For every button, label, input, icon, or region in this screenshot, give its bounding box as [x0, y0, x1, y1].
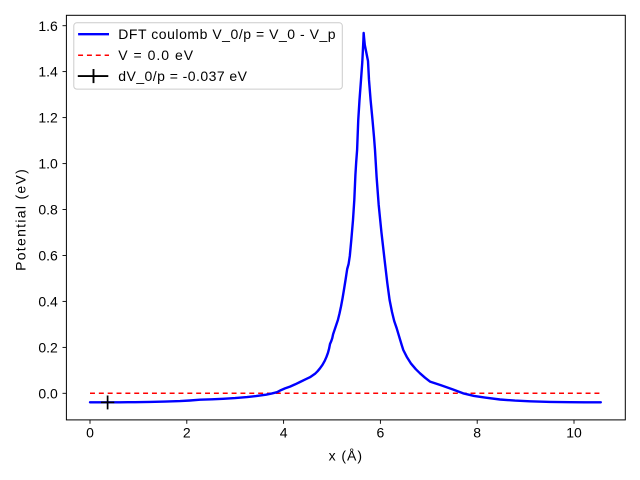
svg-text:1.2: 1.2	[38, 110, 58, 126]
svg-text:0.0: 0.0	[38, 385, 58, 401]
svg-text:8: 8	[473, 425, 481, 441]
svg-text:1.4: 1.4	[38, 64, 58, 80]
svg-text:10: 10	[566, 425, 582, 441]
svg-text:1.6: 1.6	[38, 18, 58, 34]
svg-text:V = 0.0 eV: V = 0.0 eV	[118, 47, 194, 63]
svg-text:0.8: 0.8	[38, 202, 58, 218]
svg-text:DFT coulomb V_0/p = V_0 - V_p: DFT coulomb V_0/p = V_0 - V_p	[118, 26, 336, 42]
svg-text:0: 0	[86, 425, 94, 441]
svg-text:Potential (eV): Potential (eV)	[12, 168, 28, 271]
svg-text:0.2: 0.2	[38, 340, 58, 356]
svg-text:2: 2	[183, 425, 191, 441]
svg-text:4: 4	[280, 425, 288, 441]
svg-text:dV_0/p = -0.037 eV: dV_0/p = -0.037 eV	[118, 68, 247, 84]
svg-text:0.4: 0.4	[38, 294, 58, 310]
svg-text:1.0: 1.0	[38, 156, 58, 172]
svg-text:x (Å): x (Å)	[329, 448, 363, 464]
svg-text:0.6: 0.6	[38, 248, 58, 264]
svg-text:6: 6	[377, 425, 385, 441]
